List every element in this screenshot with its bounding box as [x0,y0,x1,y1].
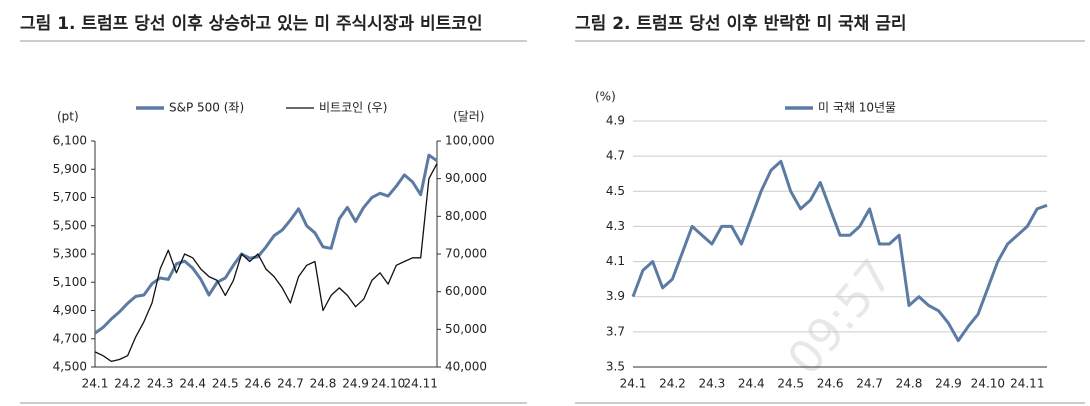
y-tick-label: 4.3 [606,219,625,233]
y2-tick-label: 90,000 [445,171,487,185]
legend-label: S&P 500 (좌) [169,101,244,115]
y-tick-label: 6,100 [53,134,87,148]
y-tick-label: 4,700 [53,331,87,345]
y-tick-label: 5,500 [53,218,87,232]
y2-tick-label: 40,000 [445,360,487,374]
watermark: 09:57 [777,249,904,385]
y-tick-label: 5,100 [53,275,87,289]
x-tick-label: 24.3 [698,377,725,391]
data-line [94,153,438,335]
legend-label: 미 국채 10년물 [818,101,896,115]
x-tick-label: 24.8 [896,377,923,391]
x-tick-label: 24.7 [856,377,883,391]
x-tick-label: 24.8 [310,377,337,391]
y-tick-label: 3.5 [606,360,625,374]
x-tick-label: 24.5 [212,377,239,391]
x-tick-label: 24.10 [371,377,405,391]
x-tick-label: 24.6 [817,377,844,391]
y-tick-label: 5,700 [53,190,87,204]
x-tick-label: 24.9 [342,377,369,391]
y-tick-label: 3.9 [606,289,625,303]
chart-title: 그림 2. 트럼프 당선 이후 반락한 미 국채 금리 [575,13,907,34]
x-tick-label: 24.2 [114,377,141,391]
x-tick-label: 24.2 [659,377,686,391]
legend-label: 비트코인 (우) [319,101,387,115]
y2-unit: (달러) [453,110,484,124]
x-tick-label: 24.3 [147,377,174,391]
y2-tick-label: 80,000 [445,209,487,223]
x-tick-label: 24.5 [777,377,804,391]
x-tick-label: 24.1 [620,377,647,391]
y-tick-label: 4.9 [606,114,625,128]
x-tick-label: 24.4 [179,377,206,391]
x-tick-label: 24.10 [971,377,1005,391]
x-tick-label: 24.1 [82,377,109,391]
y-tick-label: 4,500 [53,360,87,374]
y2-tick-label: 70,000 [445,247,487,261]
y2-tick-label: 50,000 [445,322,487,336]
x-tick-label: 24.7 [277,377,304,391]
y2-tick-label: 60,000 [445,284,487,298]
y-tick-label: 4.1 [606,254,625,268]
y2-tick-label: 100,000 [445,134,495,148]
y-tick-label: 3.7 [606,324,625,338]
x-tick-label: 24.11 [404,377,438,391]
y-tick-label: 4.7 [606,149,625,163]
x-tick-label: 24.4 [738,377,765,391]
data-line [631,159,1048,343]
y-tick-label: 5,300 [53,247,87,261]
x-tick-label: 24.6 [244,377,271,391]
y-tick-label: 4,900 [53,303,87,317]
y-tick-label: 5,900 [53,162,87,176]
y-unit: (pt) [57,110,79,124]
data-line [94,163,438,363]
chart-title: 그림 1. 트럼프 당선 이후 상승하고 있는 미 주식시장과 비트코인 [20,13,483,34]
x-tick-label: 24.9 [935,377,962,391]
x-tick-label: 24.11 [1010,377,1044,391]
y-unit: (%) [595,90,616,104]
y-tick-label: 4.5 [606,184,625,198]
